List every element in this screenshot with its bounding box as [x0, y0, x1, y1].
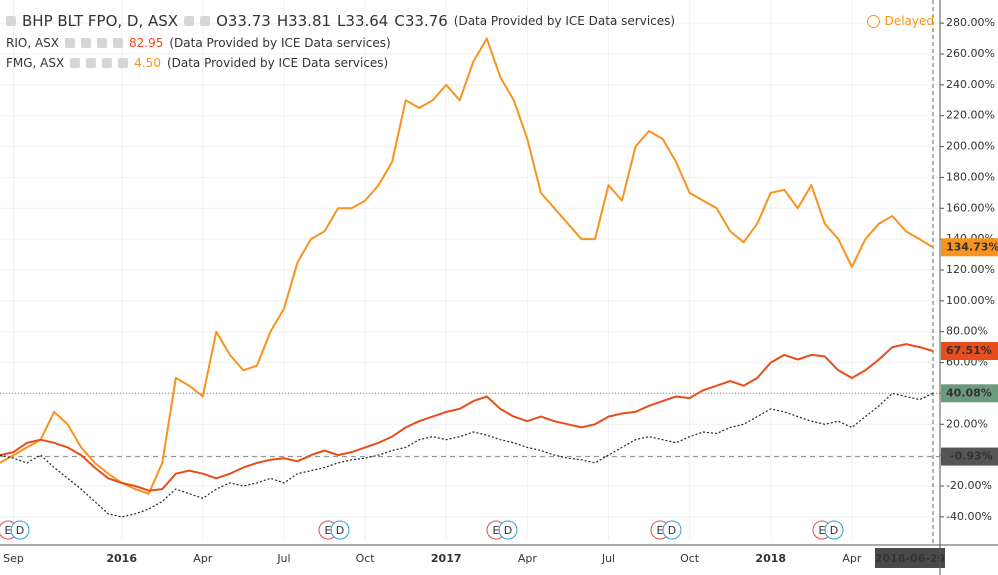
y-tick-label: 220.00%	[946, 109, 995, 122]
y-tick-label: 120.00%	[946, 263, 995, 276]
x-tick-label: 2018	[755, 552, 786, 565]
x-tick-label: Jul	[276, 552, 290, 565]
collapse-icon[interactable]	[6, 16, 16, 26]
last-value-label: 134.73%	[946, 240, 998, 253]
settings-icon[interactable]	[184, 16, 195, 26]
low: L33.64	[337, 12, 389, 30]
price: 82.95	[129, 36, 164, 50]
source: (Data Provided by ICE Data services)	[169, 36, 391, 50]
icon[interactable]	[102, 58, 113, 68]
event-label: E	[325, 524, 332, 537]
delayed-icon	[866, 14, 880, 28]
event-label: D	[504, 524, 512, 537]
icon[interactable]	[97, 38, 107, 48]
x-cursor-label-bg	[875, 548, 945, 568]
symbol[interactable]: RIO, ASX	[6, 36, 59, 50]
series-line	[0, 392, 934, 518]
x-tick-label: Oct	[680, 552, 700, 565]
y-tick-label: 100.00%	[946, 294, 995, 307]
series-line	[0, 37, 934, 495]
y-tick-label: 80.00%	[946, 325, 988, 338]
price: 4.50	[134, 56, 161, 70]
event-label: D	[668, 524, 676, 537]
event-marker[interactable]	[824, 520, 844, 540]
x-tick-label: Sep	[3, 552, 24, 565]
open: O33.73	[216, 12, 271, 30]
y-tick-label: -40.00%	[946, 510, 992, 523]
base-label: -0.93%	[950, 450, 993, 463]
event-marker[interactable]	[330, 520, 350, 540]
y-tick-label: 240.00%	[946, 78, 995, 91]
event-label: D	[830, 524, 838, 537]
event-marker[interactable]	[662, 520, 682, 540]
delayed-badge[interactable]: Delayed	[866, 14, 934, 28]
y-tick-label: 180.00%	[946, 170, 995, 183]
y-tick-label: 200.00%	[946, 140, 995, 153]
event-label: D	[336, 524, 344, 537]
last-value-bg	[941, 238, 998, 257]
x-tick-label: Apr	[842, 552, 862, 565]
symbol[interactable]: BHP BLT FPO, D, ASX	[22, 12, 179, 30]
x-tick-label: Apr	[518, 552, 538, 565]
icon[interactable]	[86, 58, 97, 68]
y-tick-label: 20.00%	[946, 417, 988, 430]
x-tick-label: 2018-06-29	[875, 552, 945, 565]
last-value-bg	[941, 384, 998, 403]
source: (Data Provided by ICE Data services)	[166, 56, 389, 70]
event-label: E	[493, 524, 500, 537]
close-icon[interactable]	[200, 16, 211, 26]
source: (Data Provided by ICE Data services)	[453, 14, 676, 28]
event-label: E	[5, 524, 12, 537]
icon[interactable]	[70, 58, 81, 68]
x-tick-label: 2017	[431, 552, 462, 565]
y-tick-label: -20.00%	[946, 479, 992, 492]
event-label: D	[16, 524, 24, 537]
delayed-text: Delayed	[884, 14, 934, 28]
y-tick-label: 160.00%	[946, 201, 995, 214]
close: C33.76	[394, 12, 448, 30]
y-tick-label: 260.00%	[946, 47, 995, 60]
main-legend: BHP BLT FPO, D, ASX O33.73 H33.81 L33.64…	[6, 12, 675, 30]
icon[interactable]	[118, 58, 129, 68]
icon[interactable]	[81, 38, 91, 48]
event-label: E	[657, 524, 664, 537]
x-tick-label: Oct	[356, 552, 376, 565]
compare-legend: RIO, ASX 82.95 (Data Provided by ICE Dat…	[6, 36, 391, 50]
icon[interactable]	[113, 38, 123, 48]
last-value-label: 67.51%	[946, 344, 992, 357]
base-label-bg	[941, 447, 998, 466]
symbol[interactable]: FMG, ASX	[6, 56, 65, 70]
high: H33.81	[276, 12, 332, 30]
x-tick-label: 2016	[106, 552, 137, 565]
icon[interactable]	[65, 38, 75, 48]
event-label: E	[819, 524, 826, 537]
event-marker[interactable]	[498, 520, 518, 540]
last-value-label: 40.08%	[946, 386, 992, 399]
event-marker[interactable]	[10, 520, 30, 540]
compare-legend: FMG, ASX 4.50 (Data Provided by ICE Data…	[6, 56, 388, 70]
x-tick-label: Apr	[193, 552, 213, 565]
y-tick-label: 280.00%	[946, 16, 995, 29]
last-value-bg	[941, 341, 998, 360]
series-line	[0, 343, 934, 492]
x-tick-label: Jul	[601, 552, 615, 565]
